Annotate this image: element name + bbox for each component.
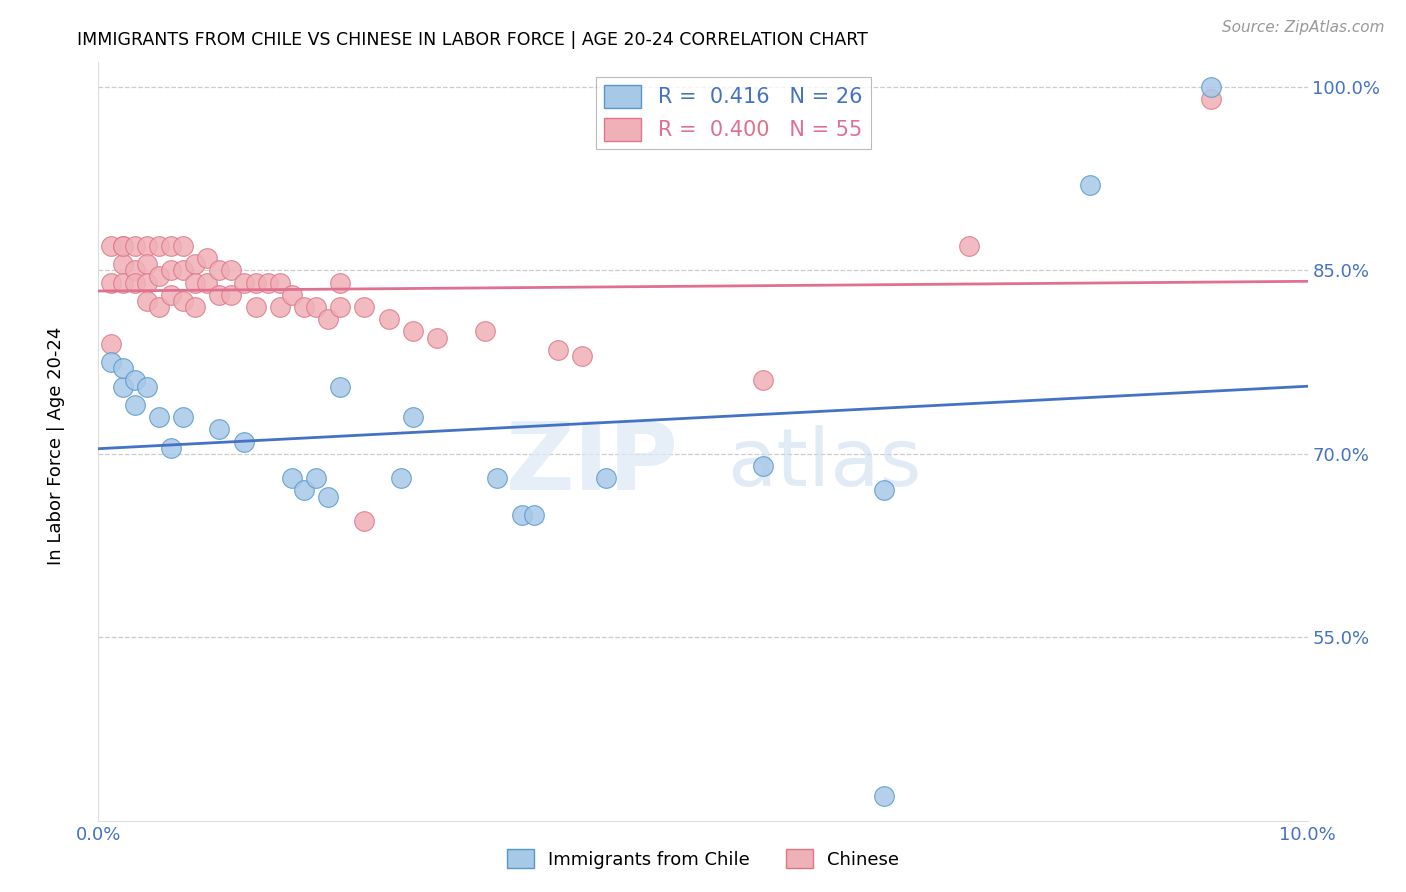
Point	[232, 434, 254, 449]
Point	[124, 276, 146, 290]
Point	[160, 263, 183, 277]
Point	[426, 330, 449, 344]
Point	[292, 300, 315, 314]
Point	[256, 276, 278, 290]
Point	[595, 471, 617, 485]
Point	[316, 490, 339, 504]
Point	[957, 239, 980, 253]
Point	[184, 300, 207, 314]
Point	[305, 300, 328, 314]
Point	[160, 441, 183, 455]
Point	[124, 263, 146, 277]
Point	[111, 379, 134, 393]
Point	[148, 300, 170, 314]
Point	[148, 410, 170, 425]
Point	[111, 361, 134, 376]
Point	[160, 287, 183, 301]
Point	[208, 263, 231, 277]
Point	[292, 483, 315, 498]
Point	[873, 483, 896, 498]
Point	[221, 263, 243, 277]
Point	[184, 276, 207, 290]
Point	[873, 789, 896, 804]
Point	[1199, 79, 1222, 94]
Point	[111, 239, 134, 253]
Point	[269, 300, 291, 314]
Point	[195, 276, 218, 290]
Point	[148, 239, 170, 253]
Point	[474, 325, 496, 339]
Point	[184, 257, 207, 271]
Point	[111, 257, 134, 271]
Text: Source: ZipAtlas.com: Source: ZipAtlas.com	[1222, 20, 1385, 35]
Point	[547, 343, 569, 357]
Point	[135, 257, 157, 271]
Text: IMMIGRANTS FROM CHILE VS CHINESE IN LABOR FORCE | AGE 20-24 CORRELATION CHART: IMMIGRANTS FROM CHILE VS CHINESE IN LABO…	[77, 31, 869, 49]
Point	[111, 276, 134, 290]
Text: In Labor Force | Age 20-24: In Labor Force | Age 20-24	[48, 326, 65, 566]
Point	[329, 300, 352, 314]
Point	[135, 293, 157, 308]
Point	[160, 239, 183, 253]
Point	[329, 276, 352, 290]
Point	[124, 373, 146, 387]
Point	[135, 239, 157, 253]
Point	[281, 287, 304, 301]
Text: ZIP: ZIP	[506, 418, 679, 510]
Point	[111, 239, 134, 253]
Point	[316, 312, 339, 326]
Point	[172, 239, 194, 253]
Point	[208, 422, 231, 436]
Point	[1199, 92, 1222, 106]
Point	[523, 508, 546, 522]
Point	[172, 410, 194, 425]
Point	[752, 458, 775, 473]
Point	[124, 239, 146, 253]
Point	[402, 325, 425, 339]
Point	[100, 239, 122, 253]
Point	[353, 300, 375, 314]
Legend: R =  0.416   N = 26, R =  0.400   N = 55: R = 0.416 N = 26, R = 0.400 N = 55	[596, 77, 870, 149]
Point	[1078, 178, 1101, 192]
Point	[100, 336, 122, 351]
Point	[195, 251, 218, 265]
Point	[135, 379, 157, 393]
Point	[389, 471, 412, 485]
Point	[172, 293, 194, 308]
Point	[571, 349, 593, 363]
Point	[124, 398, 146, 412]
Point	[100, 276, 122, 290]
Point	[377, 312, 399, 326]
Point	[510, 508, 533, 522]
Legend: Immigrants from Chile, Chinese: Immigrants from Chile, Chinese	[499, 842, 907, 876]
Point	[100, 355, 122, 369]
Point	[752, 373, 775, 387]
Point	[148, 269, 170, 284]
Point	[245, 276, 267, 290]
Point	[221, 287, 243, 301]
Point	[172, 263, 194, 277]
Point	[353, 514, 375, 528]
Point	[245, 300, 267, 314]
Point	[232, 276, 254, 290]
Point	[281, 471, 304, 485]
Point	[305, 471, 328, 485]
Point	[329, 379, 352, 393]
Point	[402, 410, 425, 425]
Point	[486, 471, 509, 485]
Point	[135, 276, 157, 290]
Text: atlas: atlas	[727, 425, 921, 503]
Point	[269, 276, 291, 290]
Point	[208, 287, 231, 301]
